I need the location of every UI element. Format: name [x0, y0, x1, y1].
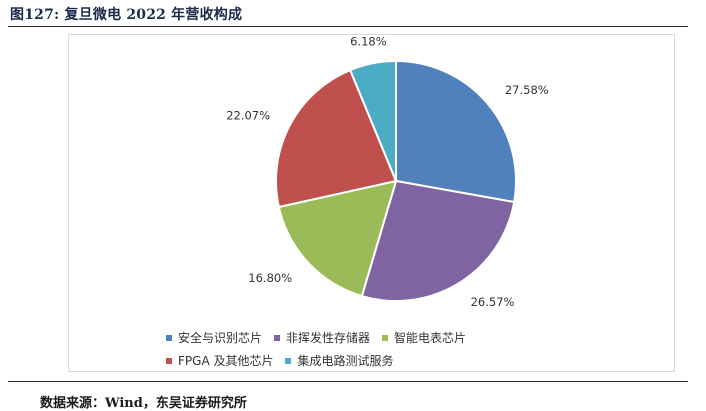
figure-title: 图127: 复旦微电 2022 年营收构成 [10, 7, 243, 23]
pie-slice-1 [360, 179, 516, 302]
data-source-note: 数据来源：Wind，东吴证券研究所 [40, 396, 247, 411]
legend-label: FPGA 及其他芯片 [178, 354, 274, 368]
legend-swatch [274, 334, 281, 341]
legend-item-nonvolatile-memory: 非挥发性存储器 [274, 329, 370, 346]
chart-legend: 安全与识别芯片 非挥发性存储器 智能电表芯片 FPGA 及其他芯片 集成电路测试… [166, 326, 596, 372]
legend-swatch [285, 357, 292, 364]
legend-row-2: FPGA 及其他芯片 集成电路测试服务 [166, 349, 596, 372]
legend-label: 智能电表芯片 [394, 331, 467, 345]
bottom-rule [8, 381, 688, 382]
legend-item-ic-testing: 集成电路测试服务 [285, 352, 393, 369]
pie-slice-3 [275, 68, 398, 209]
slice-data-label-4: 6.18% [350, 35, 387, 49]
legend-swatch [166, 334, 172, 341]
legend-label: 安全与识别芯片 [178, 331, 263, 345]
legend-item-fpga: FPGA 及其他芯片 [166, 352, 273, 369]
slice-data-label-3: 22.07% [226, 108, 270, 122]
slice-data-label-0: 27.58% [505, 83, 549, 97]
pie-slice-0 [395, 59, 517, 204]
legend-label: 非挥发性存储器 [286, 331, 371, 345]
pie-slice-2 [277, 179, 398, 298]
pie-chart: 27.58% 26.57% 16.80% 22.07% 6.18% [226, 35, 549, 309]
slice-data-label-2: 16.80% [248, 271, 292, 285]
legend-swatch [166, 357, 172, 364]
legend-item-security-chip: 安全与识别芯片 [166, 329, 262, 346]
legend-row-1: 安全与识别芯片 非挥发性存储器 智能电表芯片 [166, 326, 596, 349]
legend-item-smart-meter-chip: 智能电表芯片 [382, 329, 466, 346]
chart-area: 27.58% 26.57% 16.80% 22.07% 6.18% 安全与识别芯片 非挥… [68, 34, 675, 372]
top-rule [8, 26, 688, 27]
legend-label: 集成电路测试服务 [297, 354, 394, 368]
pie-slice-4 [348, 59, 397, 182]
slice-data-label-1: 26.57% [471, 295, 515, 309]
legend-swatch [382, 334, 389, 341]
